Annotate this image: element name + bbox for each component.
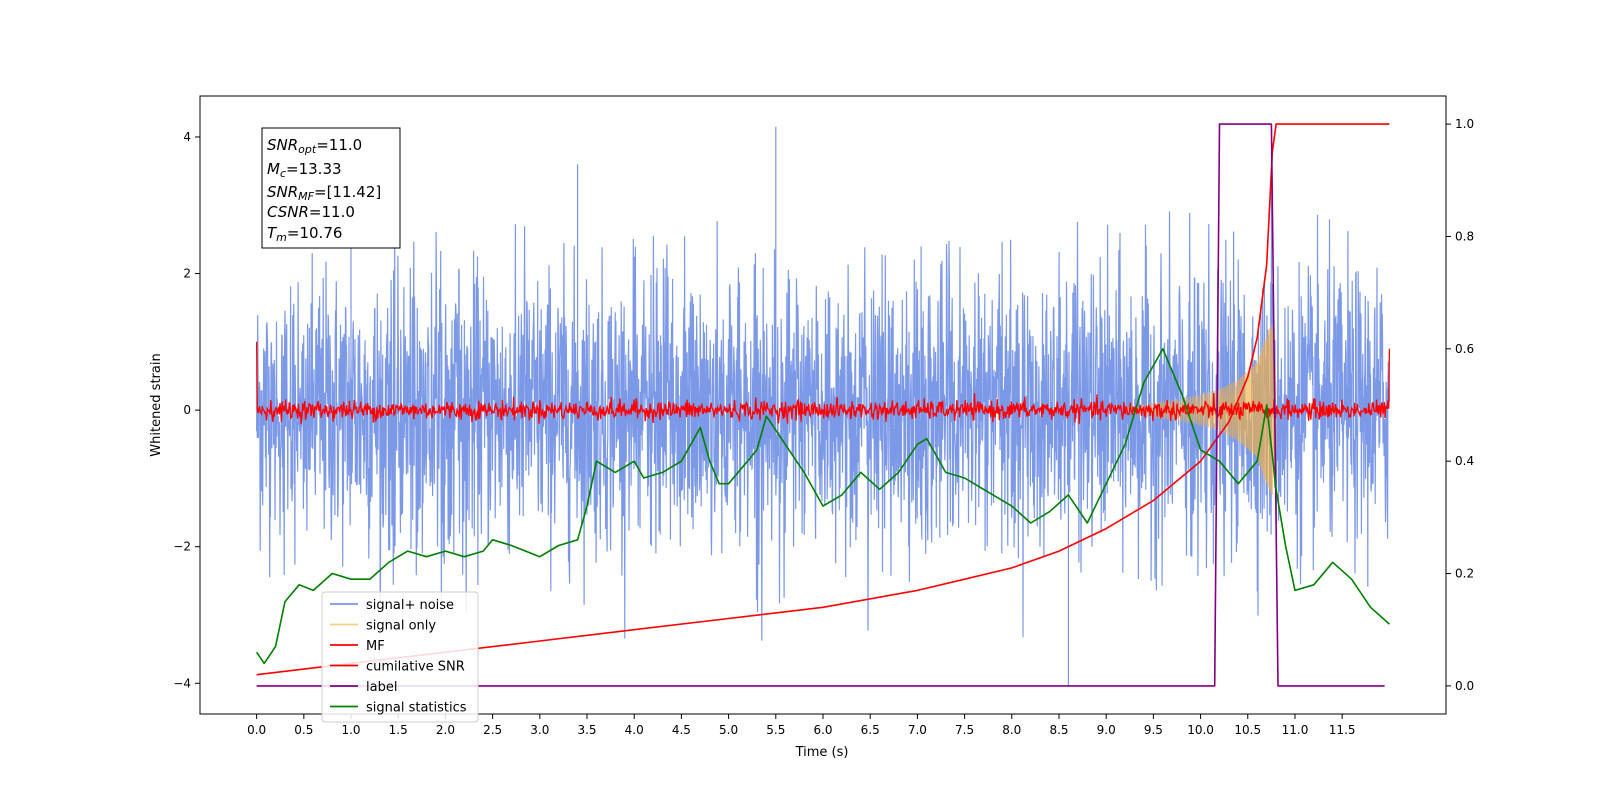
series-signal-only	[1124, 323, 1282, 496]
x-tick-label: 11.0	[1282, 723, 1309, 737]
legend-frame	[321, 591, 479, 723]
y-right-tick-label: 0.6	[1455, 342, 1474, 356]
series-signal-noise	[256, 126, 1390, 687]
textbox-tm: Tm=10.76	[267, 224, 342, 244]
x-tick-label: 7.5	[955, 723, 974, 737]
legend-label: cumilative SNR	[366, 660, 465, 675]
x-tick-label: 8.0	[1002, 723, 1021, 737]
textbox-snr-opt: SNRopt=11.0	[267, 136, 362, 156]
y-tick-label: 4	[183, 130, 191, 144]
info-textbox-frame	[261, 127, 401, 249]
legend: signal+ noise signal only MF cumilative SNR…	[321, 591, 479, 723]
y-axis-label: Whitened strain	[149, 353, 164, 456]
x-axis: 0.0 0.5 1.0 1.5 2.0 2.5 3.0 3.5 4.0 4.5 5.0 5.5 6.0 6…	[247, 714, 1356, 737]
info-textbox: SNRopt=11.0 Mc=13.33 SNRMF=[11.42] CSNR=…	[261, 127, 401, 249]
legend-label: MF	[366, 639, 385, 654]
legend-label: label	[366, 680, 397, 695]
x-tick-label: 11.5	[1329, 723, 1356, 737]
x-tick-label: 3.5	[577, 723, 596, 737]
series-signal-statistics	[255, 348, 1390, 665]
y-axis-right: 0.0 0.2 0.4 0.6 0.8 1.0	[1446, 117, 1474, 693]
y-tick-label: 0	[183, 403, 191, 417]
y-right-tick-label: 0.8	[1455, 229, 1474, 243]
textbox-csnr: CSNR=11.0	[267, 203, 355, 221]
legend-label: signal+ noise	[366, 598, 454, 613]
x-tick-label: 10.0	[1187, 723, 1214, 737]
y-axis-left: −4 −2 0 2 4	[173, 130, 200, 690]
x-tick-label: 7.0	[908, 723, 927, 737]
legend-label: signal statistics	[366, 701, 467, 716]
x-tick-label: 1.5	[389, 723, 408, 737]
y-right-tick-label: 0.4	[1455, 454, 1474, 468]
x-tick-label: 2.0	[436, 723, 455, 737]
x-tick-label: 0.5	[294, 723, 313, 737]
x-tick-label: 1.0	[341, 723, 360, 737]
x-tick-label: 3.0	[530, 723, 549, 737]
series-cumulative-snr	[256, 123, 1390, 676]
x-tick-label: 9.5	[1144, 723, 1163, 737]
textbox-mc: Mc=13.33	[267, 160, 342, 180]
x-tick-label: 4.0	[625, 723, 644, 737]
x-tick-label: 5.0	[719, 723, 738, 737]
y-tick-label: 2	[183, 267, 191, 281]
x-tick-label: 8.5	[1049, 723, 1068, 737]
x-axis-label: Time (s)	[795, 745, 849, 760]
series-label	[256, 123, 1385, 687]
textbox-snr-mf: SNRMF=[11.42]	[267, 183, 381, 203]
x-tick-label: 9.0	[1097, 723, 1116, 737]
x-tick-label: 6.5	[861, 723, 880, 737]
series-mf	[255, 341, 1391, 424]
y-right-tick-label: 1.0	[1455, 117, 1474, 131]
x-tick-label: 10.5	[1234, 723, 1261, 737]
x-tick-label: 6.0	[813, 723, 832, 737]
y-tick-label: −4	[173, 676, 191, 690]
x-tick-label: 4.5	[672, 723, 691, 737]
x-tick-label: 2.5	[483, 723, 502, 737]
legend-label: signal only	[366, 619, 436, 634]
y-tick-label: −2	[173, 540, 191, 554]
series-layer	[255, 123, 1391, 687]
x-tick-label: 5.5	[766, 723, 785, 737]
x-tick-label: 0.0	[247, 723, 266, 737]
y-right-tick-label: 0.0	[1455, 679, 1474, 693]
y-right-tick-label: 0.2	[1455, 567, 1474, 581]
